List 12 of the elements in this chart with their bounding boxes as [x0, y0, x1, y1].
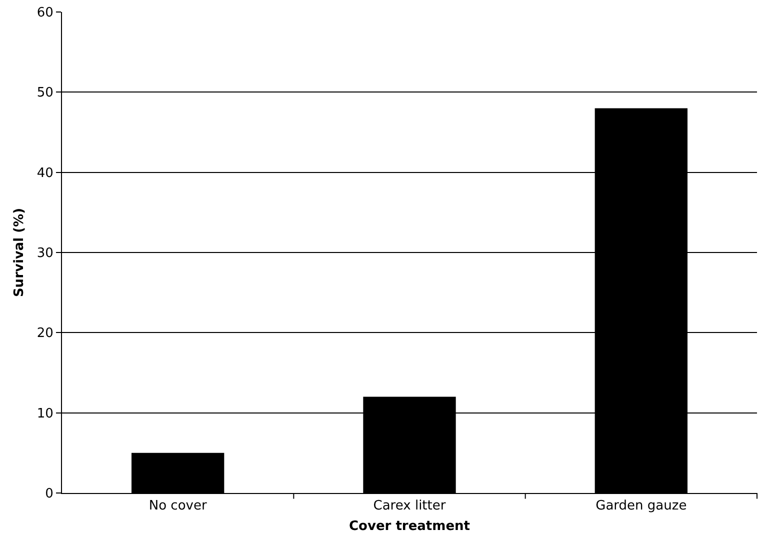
y-tick-label: 20 — [36, 326, 54, 342]
x-tick-label: Garden gauze — [596, 498, 687, 514]
y-tick-label: 10 — [36, 406, 54, 422]
x-tick-label: No cover — [148, 498, 208, 514]
y-tick-label: 0 — [45, 486, 54, 502]
y-tick-label: 30 — [36, 246, 54, 262]
y-axis-title: Survival (%) — [12, 208, 27, 298]
x-axis-title: Cover treatment — [349, 519, 470, 534]
x-tick-label: Carex litter — [373, 498, 446, 514]
y-tick-label: 40 — [36, 166, 54, 181]
y-tick-label: 60 — [36, 6, 54, 21]
y-tick-label: 50 — [36, 86, 54, 101]
